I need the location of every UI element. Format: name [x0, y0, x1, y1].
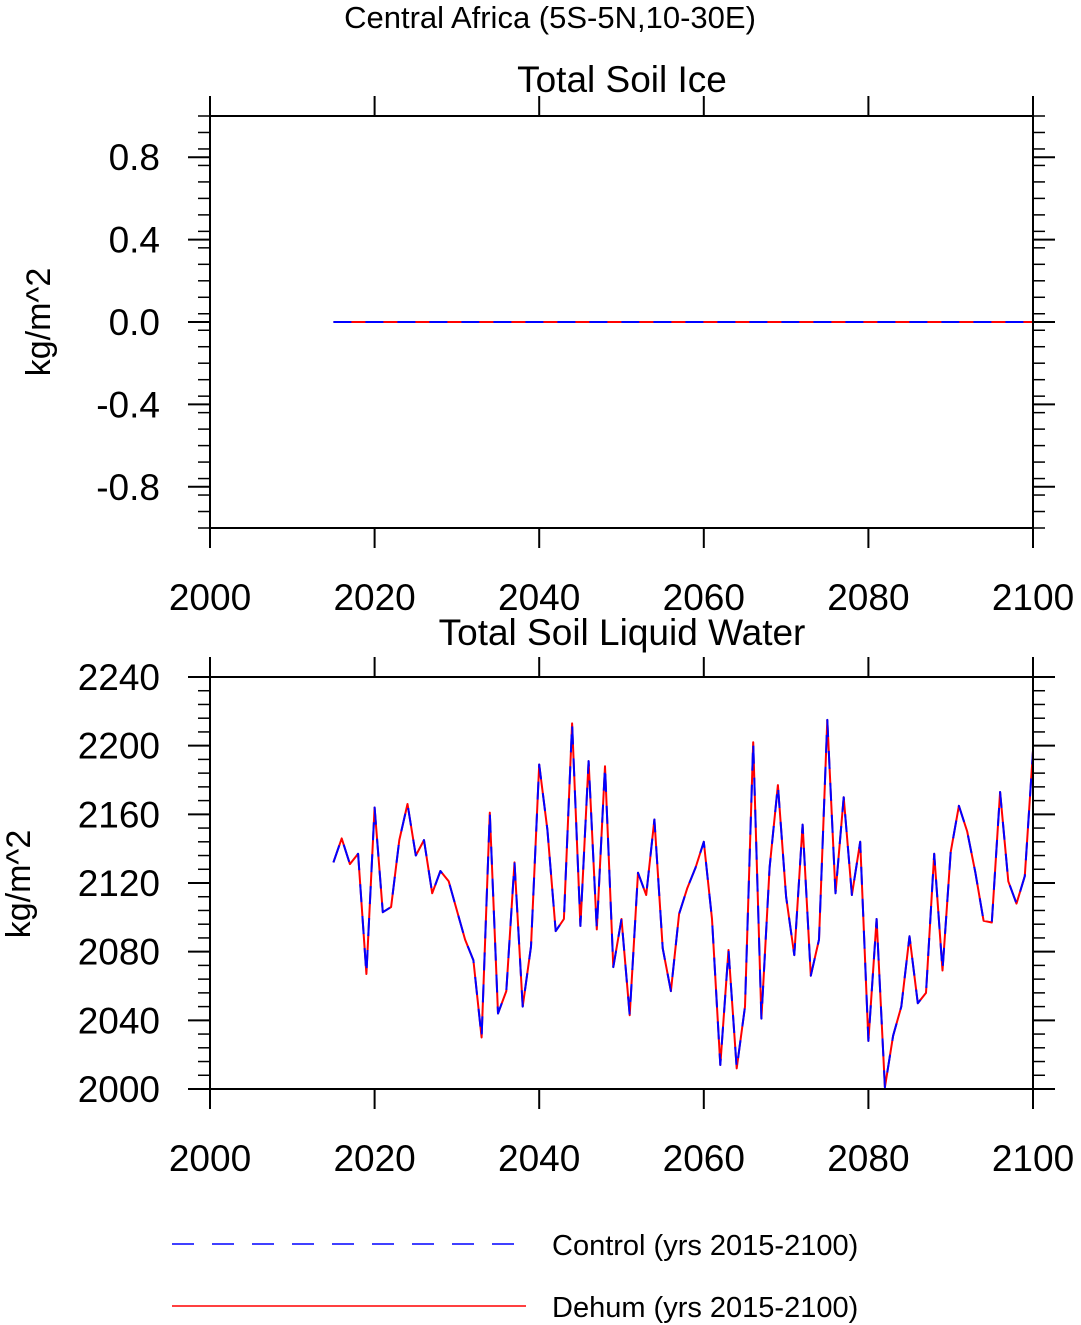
soil-liquid-ytick-label: 2040	[78, 1000, 160, 1041]
soil-liquid-control-line	[332, 718, 1034, 1089]
soil-ice-xtick-label: 2040	[498, 577, 580, 618]
soil-liquid-plot-frame	[209, 676, 1034, 1090]
soil-ice-xtick-label: 2060	[663, 577, 745, 618]
soil-ice-ytick-label: -0.8	[96, 467, 160, 508]
soil-liquid-xtick-label: 2000	[169, 1138, 251, 1179]
soil-liquid-ytick-label: 2000	[78, 1069, 160, 1110]
soil-ice-ytick-label: 0.0	[109, 302, 160, 343]
soil-liquid-xtick-label: 2040	[498, 1138, 580, 1179]
soil-liquid-xtick-label: 2060	[663, 1138, 745, 1179]
soil-ice-ytick-label: 0.8	[109, 137, 160, 178]
soil-ice-ylabel: kg/m^2	[20, 268, 58, 377]
legend: Control (yrs 2015-2100) Dehum (yrs 2015-…	[172, 1230, 858, 1324]
soil-ice-xtick-label: 2000	[169, 577, 251, 618]
soil-liquid-ytick-label: 2160	[78, 794, 160, 835]
soil-liquid-ytick-label: 2120	[78, 863, 160, 904]
soil-ice-panel: Total Soil Ice kg/m^2 2000 2020 2040 2060 20…	[20, 59, 1074, 618]
soil-ice-plot-frame	[209, 115, 1034, 529]
soil-liquid-ylabel: kg/m^2	[0, 830, 38, 939]
legend-dehum-label: Dehum (yrs 2015-2100)	[552, 1292, 858, 1324]
soil-liquid-title: Total Soil Liquid Water	[439, 612, 806, 653]
soil-liquid-ytick-label: 2240	[78, 657, 160, 698]
soil-liquid-xtick-label: 2100	[992, 1138, 1074, 1179]
soil-liquid-ytick-label: 2200	[78, 726, 160, 767]
soil-ice-ticks: 2000 2020 2040 2060 2080 2100 -0.8 -0.4 0.0 0.4 0.…	[96, 96, 1074, 618]
soil-ice-title: Total Soil Ice	[517, 59, 727, 100]
soil-liquid-ticks: 2000 2020 2040 2060 2080 2100 2000 2040 2080 2120…	[78, 657, 1074, 1179]
soil-ice-xtick-label: 2020	[333, 577, 415, 618]
soil-liquid-panel: Total Soil Liquid Water kg/m^2 2000 2020 2…	[0, 612, 1074, 1179]
soil-liquid-ytick-label: 2080	[78, 932, 160, 973]
soil-ice-xtick-label: 2100	[992, 577, 1074, 618]
soil-ice-ytick-label: 0.4	[109, 220, 160, 261]
soil-liquid-lines	[332, 718, 1034, 1089]
soil-liquid-xtick-label: 2080	[827, 1138, 909, 1179]
soil-ice-ytick-label: -0.4	[96, 384, 160, 425]
legend-control-label: Control (yrs 2015-2100)	[552, 1230, 858, 1262]
figure-title: Central Africa (5S-5N,10-30E)	[344, 0, 756, 35]
soil-liquid-xtick-label: 2020	[333, 1138, 415, 1179]
soil-ice-xtick-label: 2080	[827, 577, 909, 618]
